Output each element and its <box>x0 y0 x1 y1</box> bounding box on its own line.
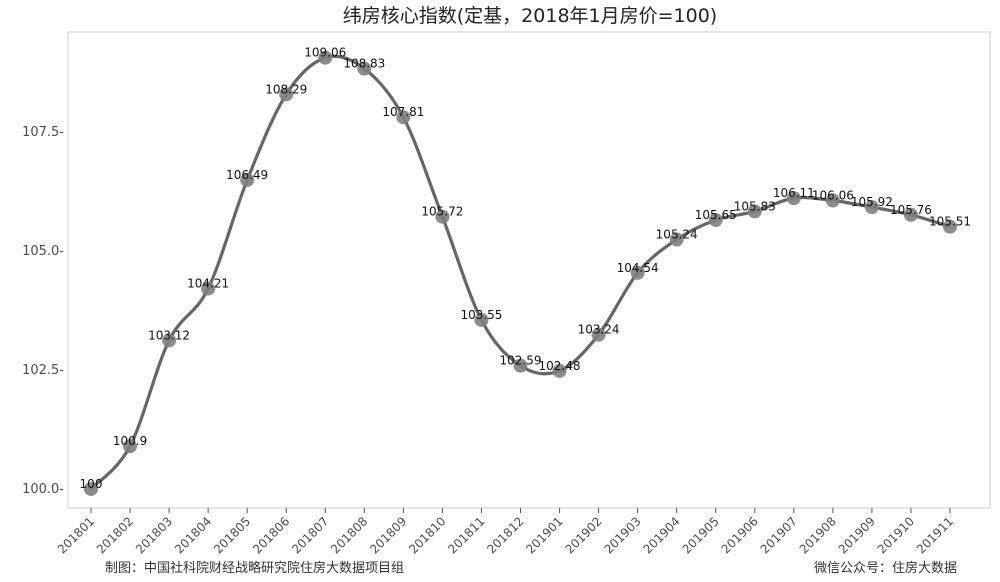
data-label: 104.21 <box>187 277 229 291</box>
data-point <box>943 219 957 234</box>
data-point <box>240 173 255 188</box>
data-label: 100 <box>80 477 103 491</box>
x-tick-label: 201812 <box>484 514 526 556</box>
series-line <box>89 54 952 491</box>
data-point <box>279 87 294 102</box>
chart-title: 纬房核心指数(定基，2018年1月房价=100) <box>343 5 717 27</box>
data-point <box>591 327 606 342</box>
data-label: 105.65 <box>695 208 737 222</box>
data-label: 102.59 <box>500 354 542 368</box>
data-point <box>84 481 98 496</box>
data-point <box>318 50 333 65</box>
data-label: 106.49 <box>226 168 268 182</box>
data-label: 105.24 <box>656 228 698 242</box>
data-label: 105.51 <box>929 215 971 229</box>
data-point <box>357 61 372 76</box>
x-tick-label: 201910 <box>875 514 917 556</box>
data-point <box>123 439 138 454</box>
data-point <box>396 110 411 125</box>
data-point <box>552 363 567 378</box>
data-point <box>669 232 684 247</box>
data-point <box>903 207 918 222</box>
data-label: 105.92 <box>851 195 893 209</box>
x-tick-label: 201906 <box>719 514 761 556</box>
x-tick-label: 201907 <box>758 514 800 556</box>
footer-source: 制图：中国社科院财经战略研究院住房大数据项目组 <box>105 560 404 576</box>
data-point <box>201 281 216 296</box>
data-point <box>786 191 801 206</box>
x-tick-label: 201809 <box>367 514 409 556</box>
y-tick-label: 107.5- <box>22 125 64 140</box>
data-point <box>864 200 879 215</box>
x-tick-label: 201807 <box>289 514 331 556</box>
x-tick-label: 201808 <box>328 514 370 556</box>
data-label: 107.81 <box>382 105 424 119</box>
data-label: 108.29 <box>265 82 307 96</box>
x-tick-label: 201908 <box>797 514 839 556</box>
data-points <box>84 50 957 496</box>
x-tick-label: 201902 <box>562 514 604 556</box>
x-tick-label: 201801 <box>55 514 97 556</box>
data-label: 102.48 <box>539 359 581 373</box>
y-tick-label: 102.5- <box>22 363 64 378</box>
data-point <box>513 358 528 373</box>
data-label: 108.83 <box>343 57 385 71</box>
x-axis: 2018012018022018032018042018052018062018… <box>55 508 956 557</box>
x-tick-label: 201909 <box>836 514 878 556</box>
data-point <box>630 265 645 280</box>
data-label: 109.06 <box>304 46 346 60</box>
series-line-group <box>89 54 952 491</box>
data-label: 103.55 <box>460 308 502 322</box>
x-tick-label: 201901 <box>523 514 565 556</box>
x-tick-label: 201811 <box>445 514 487 556</box>
x-tick-label: 201905 <box>680 514 722 556</box>
data-label: 106.11 <box>773 186 815 200</box>
data-point <box>162 333 177 348</box>
plot-frame <box>67 31 991 509</box>
data-point <box>747 204 762 219</box>
data-label: 103.24 <box>578 323 620 337</box>
x-tick-label: 201804 <box>172 514 214 556</box>
data-label: 106.06 <box>812 189 854 203</box>
data-label: 100.9 <box>113 434 147 448</box>
data-label: 104.54 <box>617 261 659 275</box>
x-tick-label: 201903 <box>601 514 643 556</box>
footer-wechat: 微信公众号：住房大数据 <box>814 560 957 576</box>
data-label: 105.72 <box>421 205 463 219</box>
y-axis: 100.0- 102.5- 105.0- 107.5- <box>22 125 64 497</box>
x-tick-label: 201911 <box>914 514 956 556</box>
x-tick-label: 201802 <box>94 514 136 556</box>
data-label: 105.76 <box>890 203 932 217</box>
y-tick-label: 105.0- <box>22 244 64 259</box>
x-tick-label: 201803 <box>133 514 175 556</box>
y-tick-label: 100.0- <box>22 482 64 497</box>
data-point <box>825 193 840 208</box>
data-point <box>435 209 450 224</box>
data-point <box>474 312 489 327</box>
x-tick-label: 201810 <box>406 514 448 556</box>
data-label: 103.12 <box>148 328 190 342</box>
x-tick-label: 201806 <box>250 514 292 556</box>
data-labels: 100100.9103.12104.21106.49108.29109.0610… <box>80 46 971 491</box>
x-tick-label: 201805 <box>211 514 253 556</box>
data-label: 105.83 <box>734 199 776 213</box>
data-point <box>708 213 723 228</box>
x-tick-label: 201904 <box>641 514 683 556</box>
